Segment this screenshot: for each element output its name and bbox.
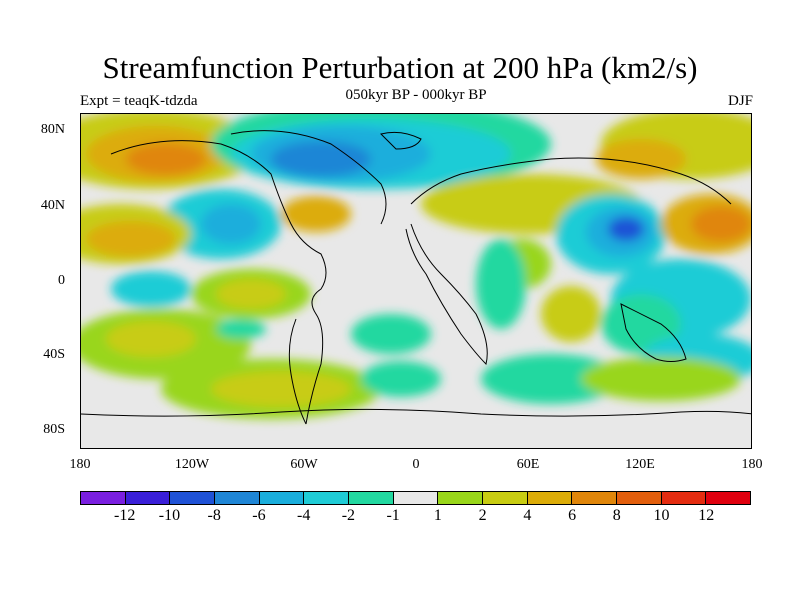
colorbar — [80, 491, 751, 505]
experiment-label: Expt = teaqK-tdzda — [80, 93, 198, 109]
lat-label-0: 0 — [58, 273, 65, 288]
lon-label-60e: 60E — [516, 457, 540, 472]
colorbar-box — [661, 492, 707, 504]
colorbar-label: 6 — [568, 507, 577, 524]
colorbar-box — [617, 492, 662, 504]
season-label: DJF — [727, 93, 753, 109]
colorbar-box — [259, 492, 305, 504]
colorbar-box — [349, 492, 394, 504]
colorbar-box — [170, 492, 216, 504]
colorbar-label: 2 — [478, 507, 487, 524]
colorbar-label: -4 — [296, 507, 311, 524]
colorbar-box — [125, 492, 171, 504]
colorbar-label: 8 — [612, 507, 621, 524]
streamfunction-map — [81, 114, 751, 448]
colorbar-box — [304, 492, 350, 504]
colorbar-box — [215, 492, 260, 504]
colorbar-box — [572, 492, 618, 504]
colorbar-label: -8 — [207, 507, 221, 524]
chart-subtitle: 050kyr BP - 000kyr BP — [345, 87, 487, 103]
colorbar-box — [706, 492, 751, 504]
lon-label-120e: 120E — [625, 457, 655, 472]
lat-label-40n: 40N — [40, 198, 65, 213]
colorbar-label: -12 — [114, 507, 136, 524]
colorbar-box — [483, 492, 528, 504]
map-panel — [80, 113, 752, 449]
colorbar-label: 1 — [433, 507, 442, 524]
coastlines — [81, 130, 751, 425]
colorbar-box — [527, 492, 573, 504]
colorbar-box — [393, 492, 439, 504]
lat-label-40s: 40S — [43, 347, 65, 362]
colorbar-box — [81, 492, 126, 504]
lat-label-80s: 80S — [43, 422, 65, 437]
lon-label-120w: 120W — [174, 457, 210, 472]
colorbar-label: 12 — [698, 507, 715, 524]
colorbar-label: -2 — [341, 507, 356, 524]
colorbar-label: 10 — [653, 507, 670, 524]
colorbar-label: -6 — [252, 507, 266, 524]
lon-label-0: 0 — [412, 457, 420, 472]
lon-label-180e: 180 — [741, 457, 763, 472]
chart-title: Streamfunction Perturbation at 200 hPa (… — [102, 50, 698, 85]
lon-label-180w: 180 — [69, 457, 91, 472]
colorbar-label: 4 — [523, 507, 532, 524]
colorbar-label: -10 — [158, 507, 181, 524]
lon-label-60w: 60W — [290, 457, 318, 472]
colorbar-label: -1 — [386, 507, 400, 524]
colorbar-box — [438, 492, 484, 504]
lat-label-80n: 80N — [40, 122, 65, 137]
contour-fills — [81, 114, 751, 419]
